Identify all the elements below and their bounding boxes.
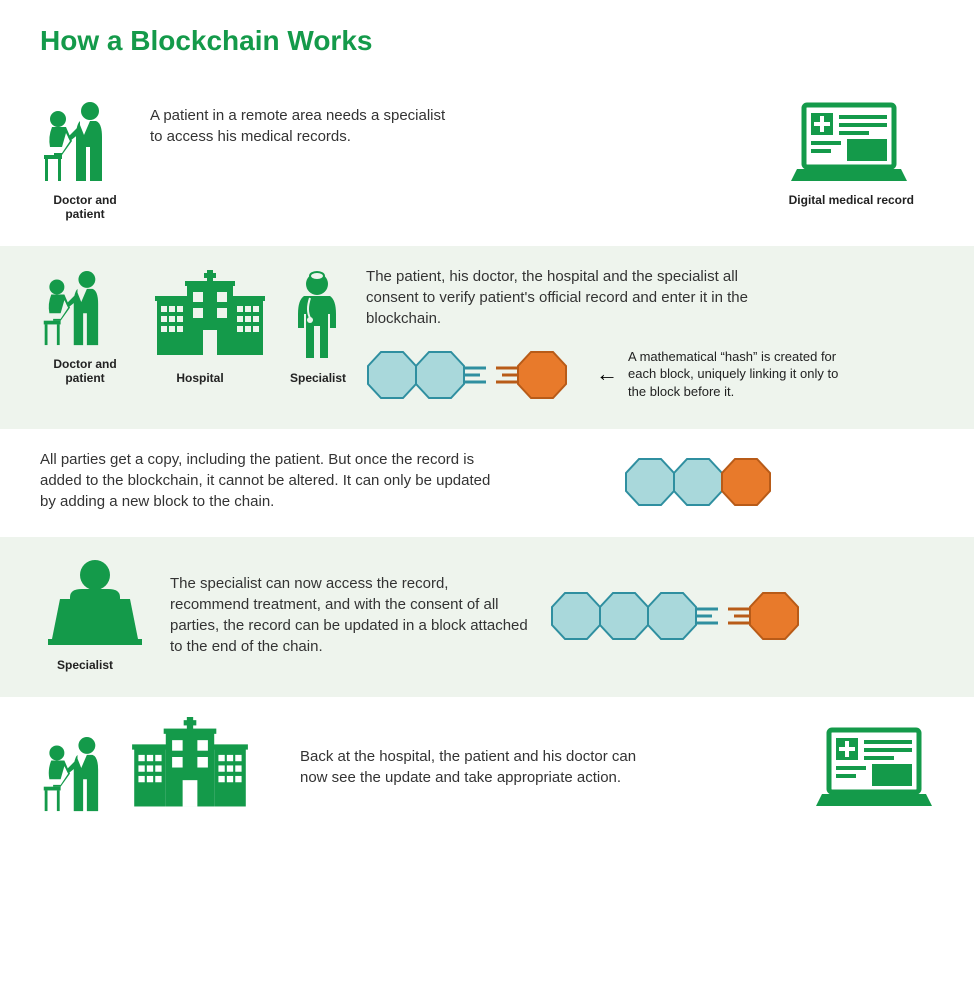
digital-record-label: Digital medical record — [789, 193, 914, 207]
specialist-icon — [290, 270, 345, 365]
blockchain-linking-icon — [366, 344, 586, 404]
hash-note: A mathematical “hash” is created for eac… — [628, 348, 848, 401]
specialist-label-2: Specialist — [40, 658, 130, 672]
step-4: Specialist The specialist can now access… — [0, 537, 974, 697]
step-3: All parties get a copy, including the pa… — [0, 429, 974, 537]
page-title: How a Blockchain Works — [0, 0, 974, 77]
hospital-icon — [130, 717, 250, 817]
blockchain-joined-icon — [624, 451, 794, 511]
doctor-patient-icon — [40, 732, 115, 817]
step-1: Doctor and patient A patient in a remote… — [0, 77, 974, 246]
hospital-icon — [155, 270, 265, 365]
specialist-label: Specialist — [290, 371, 346, 385]
step-5: Back at the hospital, the patient and hi… — [0, 697, 974, 842]
arrow-left-icon: ← — [596, 361, 618, 387]
hospital-block: Hospital — [155, 270, 265, 385]
doctor-patient-block-2: Doctor and patient — [40, 266, 130, 385]
step-1-text: A patient in a remote area needs a speci… — [150, 97, 449, 147]
step-5-text: Back at the hospital, the patient and hi… — [300, 746, 660, 788]
doctor-patient-icon — [40, 97, 120, 187]
step-2-text: The patient, his doctor, the hospital an… — [366, 266, 786, 329]
doctor-patient-block: Doctor and patient — [40, 97, 130, 221]
doctor-patient-label-2: Doctor and patient — [40, 357, 130, 385]
doctor-patient-label: Doctor and patient — [40, 193, 130, 221]
laptop-record-icon — [789, 97, 909, 187]
specialist-laptop-block: Specialist — [40, 557, 150, 672]
specialist-laptop-icon — [40, 557, 150, 652]
step-2: Doctor and patient — [0, 246, 974, 429]
doctor-patient-icon — [40, 266, 115, 351]
step-4-text: The specialist can now access the record… — [170, 573, 530, 657]
infographic-container: How a Blockchain Works Doctor — [0, 0, 974, 842]
blockchain-extend-icon — [550, 585, 830, 645]
specialist-block: Specialist — [290, 270, 346, 385]
hospital-label: Hospital — [155, 371, 245, 385]
step-3-text: All parties get a copy, including the pa… — [40, 449, 500, 512]
digital-record-block: Digital medical record — [789, 97, 914, 207]
laptop-record-icon — [814, 722, 934, 812]
